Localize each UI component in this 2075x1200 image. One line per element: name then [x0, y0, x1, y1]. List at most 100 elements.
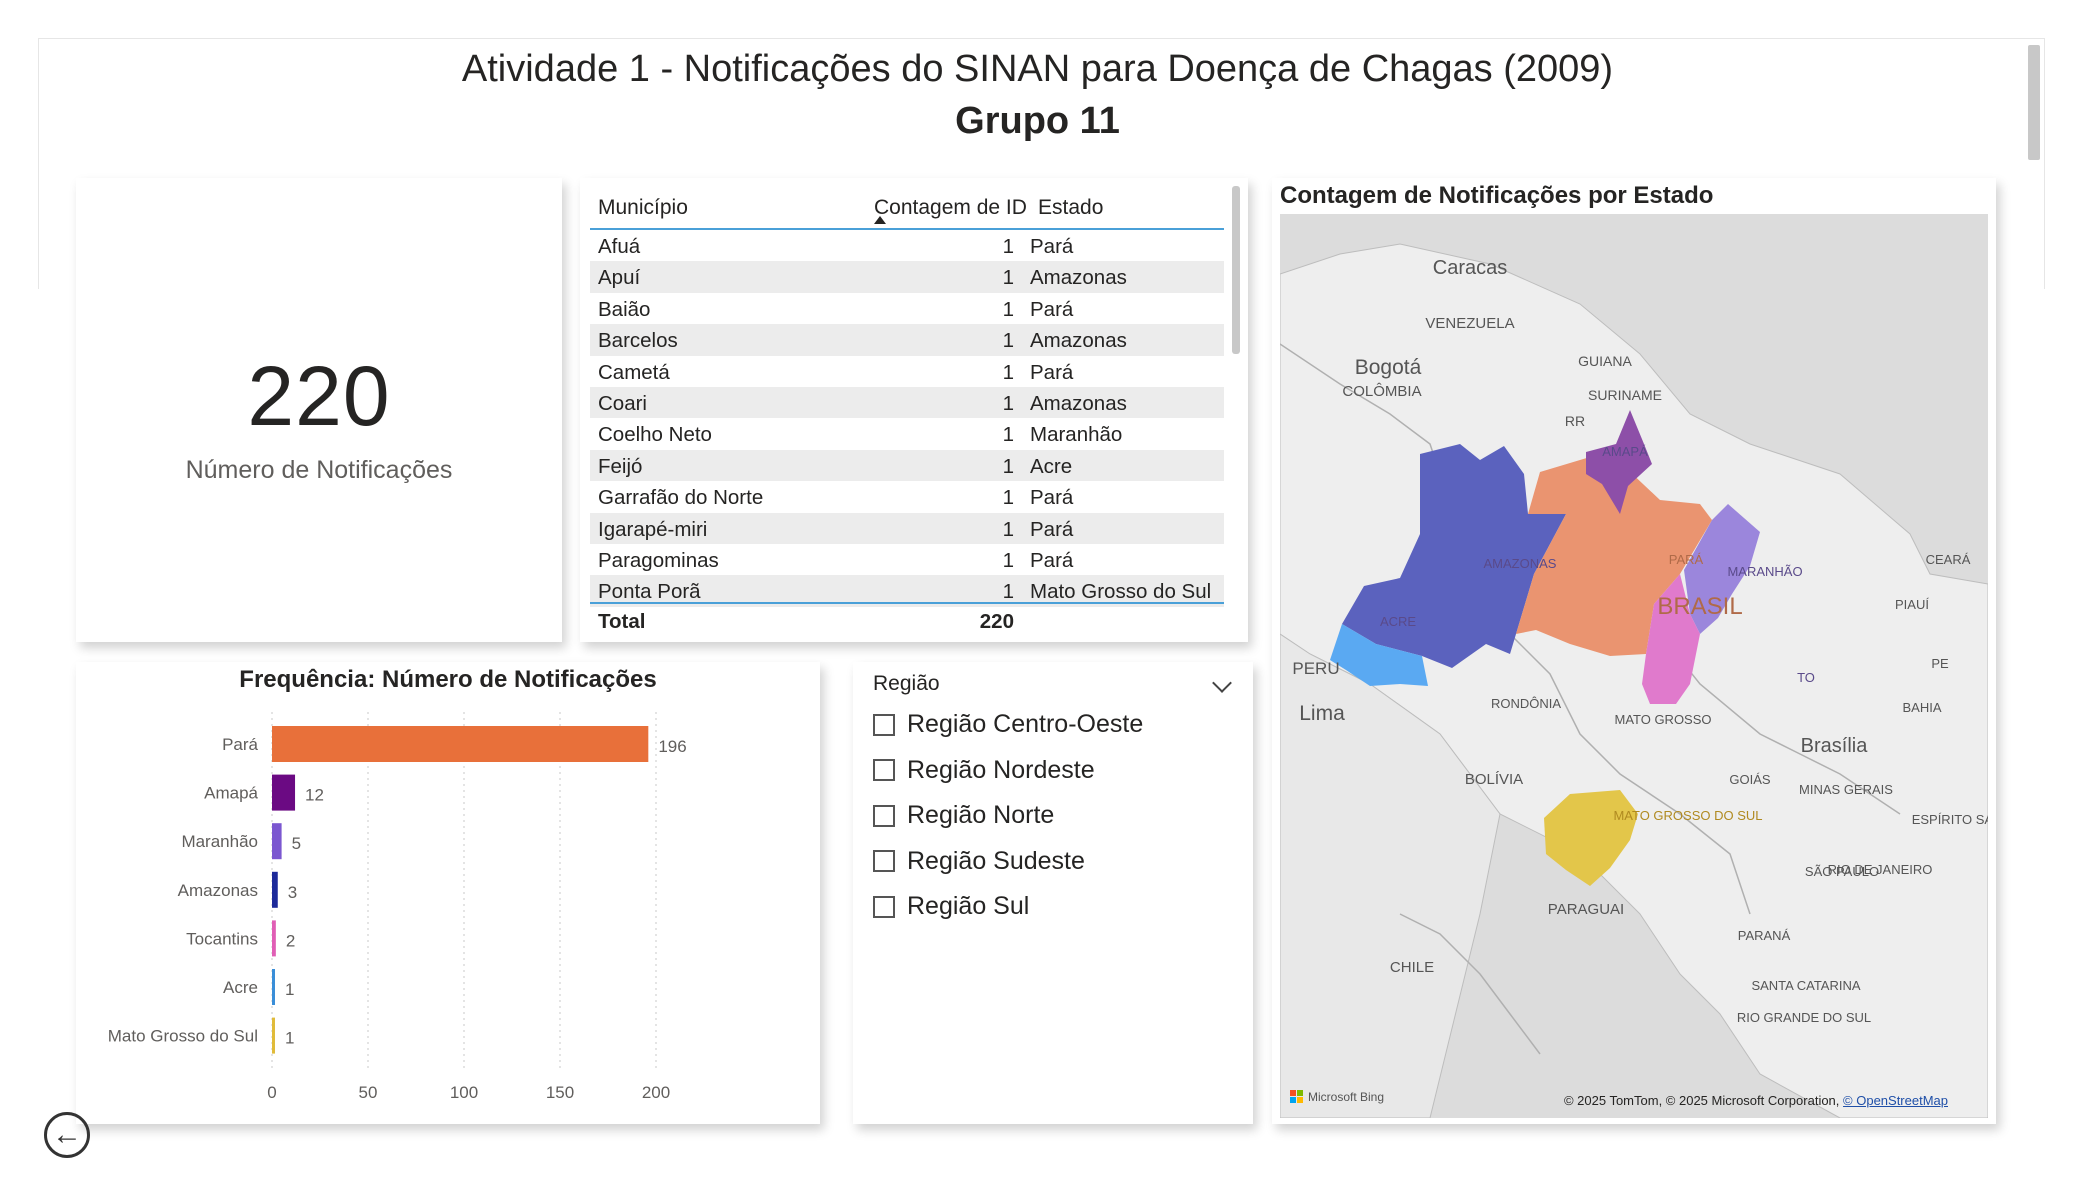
region-amapa[interactable]: [1586, 410, 1652, 514]
table-row[interactable]: Garrafão do Norte 1 Pará: [590, 481, 1224, 512]
map-label: PARANÁ: [1738, 928, 1791, 943]
checkbox[interactable]: [873, 804, 895, 827]
bar[interactable]: [272, 920, 276, 957]
bar-chart-title: Frequência: Número de Notificações: [239, 666, 657, 693]
table-row[interactable]: Afuá 1 Pará: [590, 230, 1224, 261]
map-label: Lima: [1299, 702, 1345, 725]
cell-estado: Amazonas: [1030, 391, 1127, 415]
slicer-option[interactable]: Região Norte: [873, 801, 1054, 830]
openstreetmap-link[interactable]: © OpenStreetMap: [1843, 1093, 1948, 1108]
region-slicer[interactable]: Região Região Centro-Oeste Região Nordest…: [853, 662, 1253, 1124]
kpi-label: Número de Notificações: [185, 456, 453, 484]
cell-municipio: Garrafão do Norte: [598, 486, 764, 510]
map-label: ESPÍRITO SANTO: [1912, 812, 1988, 827]
cell-municipio: Feijó: [598, 454, 643, 478]
border-line: [1399, 913, 1541, 1055]
region-para[interactable]: [1516, 454, 1712, 656]
map-card[interactable]: Contagem de Notificações por Estado Cara…: [1272, 178, 1996, 1124]
map-label: BAHIA: [1902, 700, 1941, 715]
column-header-contagem[interactable]: Contagem de ID: [874, 196, 1027, 219]
category-label: Tocantins: [186, 929, 258, 948]
slicer-option[interactable]: Região Sudeste: [873, 847, 1085, 876]
table-row[interactable]: Coelho Neto 1 Maranhão: [590, 418, 1224, 449]
x-tick-label: 0: [267, 1083, 276, 1102]
cell-contagem: 1: [1002, 235, 1014, 258]
kpi-value: 220: [247, 349, 391, 443]
region-acre[interactable]: [1330, 624, 1428, 686]
table-row[interactable]: Paragominas 1 Pará: [590, 544, 1224, 575]
x-tick-label: 50: [359, 1083, 378, 1102]
column-header-municipio[interactable]: Município: [598, 196, 688, 219]
kpi-card[interactable]: 220 Número de Notificações: [76, 178, 562, 642]
map-label: VENEZUELA: [1425, 315, 1514, 332]
checkbox[interactable]: [873, 713, 895, 736]
table-row[interactable]: Ponta Porã 1 Mato Grosso do Sul: [590, 575, 1224, 607]
cell-estado: Pará: [1030, 548, 1074, 572]
municipio-table[interactable]: Município Contagem de ID Estado Afuá 1 Par…: [580, 178, 1248, 642]
cell-contagem: 1: [1002, 266, 1014, 290]
map-area[interactable]: Caracas VENEZUELA Bogotá COLÔMBIA GUIANA SURI…: [1280, 214, 1988, 1118]
cell-contagem: 1: [1002, 454, 1014, 478]
checkbox[interactable]: [873, 895, 895, 918]
table-row[interactable]: Feijó 1 Acre: [590, 449, 1224, 482]
map-label: ACRE: [1380, 614, 1416, 629]
map-label: MINAS GERAIS: [1799, 782, 1893, 797]
border-line: [1659, 633, 1901, 815]
map-label: RIO GRANDE DO SUL: [1737, 1010, 1871, 1025]
bar[interactable]: [272, 823, 282, 860]
table-row[interactable]: Coari 1 Amazonas: [590, 386, 1224, 419]
table-row[interactable]: Apuí 1 Amazonas: [590, 261, 1224, 293]
x-tick-label: 100: [450, 1083, 478, 1102]
bar[interactable]: [272, 871, 278, 908]
bar[interactable]: [272, 774, 296, 811]
back-button[interactable]: ←: [44, 1112, 90, 1158]
cell-estado: Amazonas: [1030, 266, 1127, 290]
table-header: Município Contagem de ID Estado: [590, 186, 1224, 230]
bar[interactable]: [272, 969, 275, 1005]
slicer-option-label: Região Sul: [907, 892, 1030, 920]
cell-municipio: Barcelos: [598, 329, 678, 353]
region-mato-grosso-do-sul[interactable]: [1544, 790, 1638, 886]
slicer-option[interactable]: Região Centro-Oeste: [873, 710, 1143, 739]
cell-estado: Pará: [1030, 517, 1074, 541]
column-header-estado[interactable]: Estado: [1038, 196, 1104, 219]
map-label: Bogotá: [1355, 356, 1422, 379]
table-row[interactable]: Igarapé-miri 1 Pará: [590, 512, 1224, 544]
region-amazonas[interactable]: [1342, 444, 1566, 668]
map-label: CEARÁ: [1926, 552, 1971, 567]
map-label: SURINAME: [1588, 387, 1662, 403]
map-label: GUIANA: [1578, 353, 1632, 369]
table-row[interactable]: Cametá 1 Pará: [590, 356, 1224, 387]
category-label: Mato Grosso do Sul: [108, 1027, 258, 1046]
slicer-option-label: Região Centro-Oeste: [907, 710, 1144, 738]
table-body: Afuá 1 Pará Apuí 1 Amazonas Baião 1 Pará Barcelos…: [590, 230, 1224, 607]
checkbox[interactable]: [873, 759, 895, 781]
bar[interactable]: [272, 726, 649, 762]
map-label: Caracas: [1433, 257, 1507, 279]
slicer-option-label: Região Sudeste: [907, 846, 1085, 875]
slicer-title: Região: [873, 672, 940, 695]
cell-municipio: Coelho Neto: [598, 423, 712, 447]
region-maranhao[interactable]: [1684, 504, 1760, 634]
page-frame: [38, 38, 2045, 289]
slicer-option[interactable]: Região Sul: [873, 892, 1029, 921]
cell-contagem: 1: [1002, 486, 1014, 510]
slicer-option[interactable]: Região Nordeste: [873, 756, 1095, 785]
cell-estado: Pará: [1030, 235, 1074, 258]
table-row[interactable]: Barcelos 1 Amazonas: [590, 324, 1224, 356]
map-label: BOLÍVIA: [1465, 771, 1523, 788]
table-row[interactable]: Baião 1 Pará: [590, 293, 1224, 324]
slicer-option-label: Região Nordeste: [907, 755, 1095, 784]
region-tocantins[interactable]: [1642, 574, 1700, 704]
table-scrollbar[interactable]: [1232, 186, 1240, 354]
bing-label: Microsoft Bing: [1308, 1090, 1385, 1104]
page-scrollbar[interactable]: [2028, 45, 2040, 160]
bar-chart-card[interactable]: Frequência: Número de Notificações 0 50 10…: [76, 662, 820, 1124]
x-tick-label: 200: [642, 1083, 670, 1102]
checkbox[interactable]: [873, 850, 895, 872]
chevron-down-icon[interactable]: [1212, 673, 1232, 693]
bar[interactable]: [272, 1017, 275, 1054]
cell-contagem: 1: [1002, 329, 1014, 353]
map-label: GOIÁS: [1729, 772, 1771, 787]
